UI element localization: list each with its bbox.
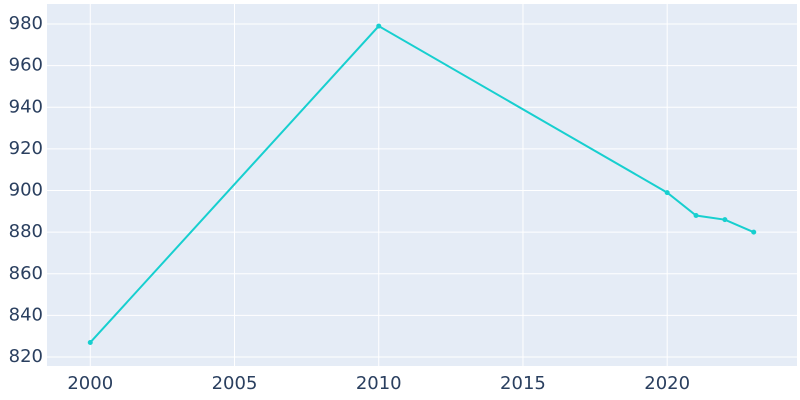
x-tick-label: 2000 <box>67 373 113 394</box>
x-tick-label: 2010 <box>356 373 402 394</box>
y-tick-label: 920 <box>9 138 43 159</box>
plot-area <box>47 4 797 366</box>
y-tick-label: 960 <box>9 55 43 76</box>
y-tick-label: 860 <box>9 263 43 284</box>
marker <box>87 339 93 345</box>
marker <box>722 217 728 223</box>
y-tick-label: 840 <box>9 304 43 325</box>
marker <box>376 23 382 29</box>
line <box>89 24 755 344</box>
y-tick-label: 880 <box>9 221 43 242</box>
x-tick-label: 2015 <box>500 373 546 394</box>
y-tick-label: 980 <box>9 13 43 34</box>
x-tick-label: 2005 <box>212 373 258 394</box>
marker <box>693 212 699 218</box>
marker <box>664 190 670 196</box>
y-tick-label: 940 <box>9 96 43 117</box>
y-tick-label: 820 <box>9 346 43 367</box>
y-tick-label: 900 <box>9 180 43 201</box>
x-tick-label: 2020 <box>644 373 690 394</box>
marker <box>751 229 757 235</box>
